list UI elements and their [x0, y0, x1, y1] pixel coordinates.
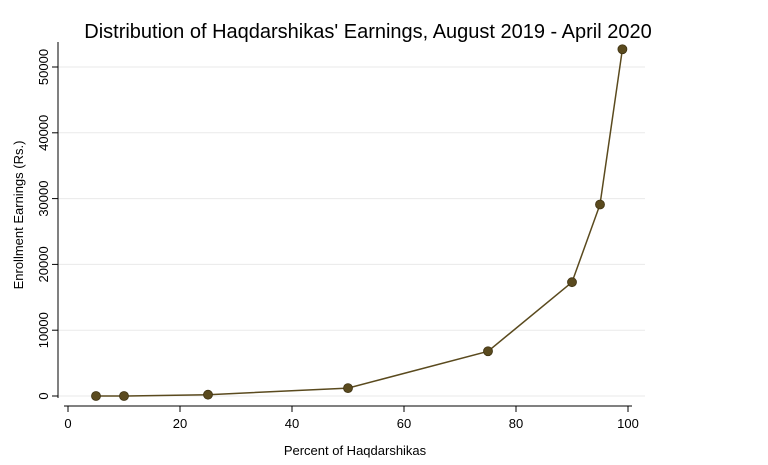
data-point — [617, 44, 628, 55]
y-tick-label: 40000 — [36, 115, 51, 151]
data-point — [91, 391, 101, 401]
data-point — [119, 391, 129, 401]
y-axis-label: Enrollment Earnings (Rs.) — [11, 141, 26, 290]
x-tick-label: 40 — [285, 416, 299, 431]
x-axis-ticks: 0 20 40 60 80 100 — [64, 406, 639, 431]
y-axis-ticks: 0 10000 20000 30000 40000 50000 — [36, 49, 58, 400]
grid-lines — [58, 66, 645, 397]
data-point — [595, 199, 605, 210]
data-point — [203, 389, 213, 400]
x-tick-label: 80 — [509, 416, 523, 431]
series-layer — [91, 44, 628, 401]
x-tick-label: 60 — [397, 416, 411, 431]
x-tick-label: 20 — [173, 416, 187, 431]
y-tick-label: 0 — [36, 392, 51, 399]
chart-title: Distribution of Haqdarshikas' Earnings, … — [84, 21, 651, 43]
data-point — [567, 277, 577, 288]
series-line — [96, 49, 624, 397]
x-tick-label: 100 — [617, 416, 639, 431]
y-tick-label: 20000 — [36, 246, 51, 282]
y-tick-label: 30000 — [36, 181, 51, 217]
y-tick-label: 10000 — [36, 312, 51, 348]
x-tick-label: 0 — [64, 416, 71, 431]
x-axis-label: Percent of Haqdarshikas — [284, 443, 427, 458]
data-point — [343, 383, 353, 394]
data-point — [483, 346, 493, 357]
y-tick-label: 50000 — [36, 49, 51, 85]
